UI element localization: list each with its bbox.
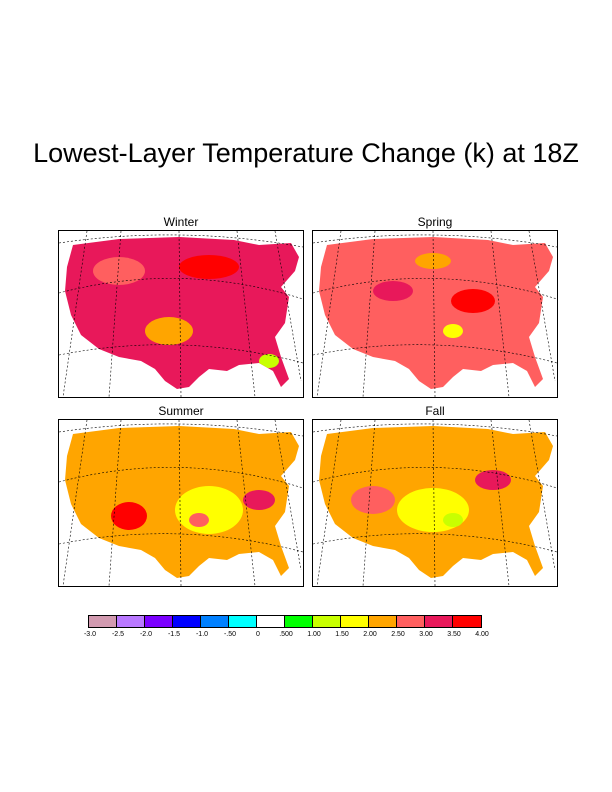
legend-swatch xyxy=(173,616,201,627)
legend-tick-label: 1.00 xyxy=(307,631,321,638)
legend-swatch xyxy=(257,616,285,627)
map-svg xyxy=(59,420,303,586)
us-land-field xyxy=(319,237,553,389)
temperature-region xyxy=(451,289,495,313)
map-panel-spring xyxy=(312,230,558,398)
legend-swatch xyxy=(229,616,257,627)
map-panel-summer xyxy=(58,419,304,587)
map-panel-winter xyxy=(58,230,304,398)
legend-tick-label: -2.0 xyxy=(139,631,153,638)
legend-tick-label: 0 xyxy=(256,631,260,638)
legend-tick-label: -1.5 xyxy=(167,631,181,638)
temperature-region xyxy=(189,513,209,527)
graticule xyxy=(59,420,303,586)
panel-title-spring: Spring xyxy=(417,215,453,229)
legend-swatch xyxy=(313,616,341,627)
legend-swatch xyxy=(145,616,173,627)
legend-swatch xyxy=(425,616,453,627)
legend-tick-label: 2.00 xyxy=(363,631,377,638)
legend-tick-label: -3.0 xyxy=(83,631,97,638)
graticule xyxy=(59,231,303,397)
temperature-region xyxy=(259,354,279,368)
legend-swatch xyxy=(117,616,145,627)
panel-title-winter: Winter xyxy=(163,215,199,229)
temperature-region xyxy=(475,470,511,490)
map-panel-fall xyxy=(312,419,558,587)
temperature-region xyxy=(351,486,395,514)
graticule xyxy=(313,231,557,397)
legend-swatch xyxy=(201,616,229,627)
temperature-region xyxy=(145,317,193,345)
legend-swatch xyxy=(285,616,313,627)
legend-tick-label: 3.50 xyxy=(447,631,461,638)
legend-labels: -3.0 -2.5 -2.0 -1.5 -1.0 -.50 0 .500 1.00 1.50 2.0… xyxy=(84,631,512,643)
legend-color-bar xyxy=(88,615,482,628)
legend-tick-label: 4.00 xyxy=(475,631,489,638)
legend-tick-label: -.50 xyxy=(223,631,237,638)
map-svg xyxy=(313,231,557,397)
legend-tick-label: -2.5 xyxy=(111,631,125,638)
graticule xyxy=(313,420,557,586)
panel-title-fall: Fall xyxy=(425,404,445,418)
temperature-region xyxy=(179,255,239,279)
legend-tick-label: .500 xyxy=(279,631,293,638)
temperature-region xyxy=(415,253,451,269)
legend-tick-label: 3.00 xyxy=(419,631,433,638)
legend-swatch xyxy=(369,616,397,627)
legend-swatch xyxy=(397,616,425,627)
legend-swatch xyxy=(89,616,117,627)
map-svg xyxy=(313,420,557,586)
legend-tick-label: -1.0 xyxy=(195,631,209,638)
us-land-field xyxy=(65,237,299,389)
color-legend: -3.0 -2.5 -2.0 -1.5 -1.0 -.50 0 .500 1.00 1.50 2.0… xyxy=(84,615,512,645)
panel-title-summer: Summer xyxy=(158,404,204,418)
temperature-region xyxy=(373,281,413,301)
map-svg xyxy=(59,231,303,397)
temperature-region xyxy=(111,502,147,530)
figure-title: Lowest-Layer Temperature Change (k) at 1… xyxy=(33,138,579,168)
legend-swatch xyxy=(453,616,481,627)
temperature-region xyxy=(175,486,243,534)
temperature-region xyxy=(243,490,275,510)
legend-tick-label: 2.50 xyxy=(391,631,405,638)
temperature-region xyxy=(443,324,463,338)
legend-swatch xyxy=(341,616,369,627)
temperature-region xyxy=(443,513,463,527)
temperature-region xyxy=(93,257,145,285)
legend-tick-label: 1.50 xyxy=(335,631,349,638)
